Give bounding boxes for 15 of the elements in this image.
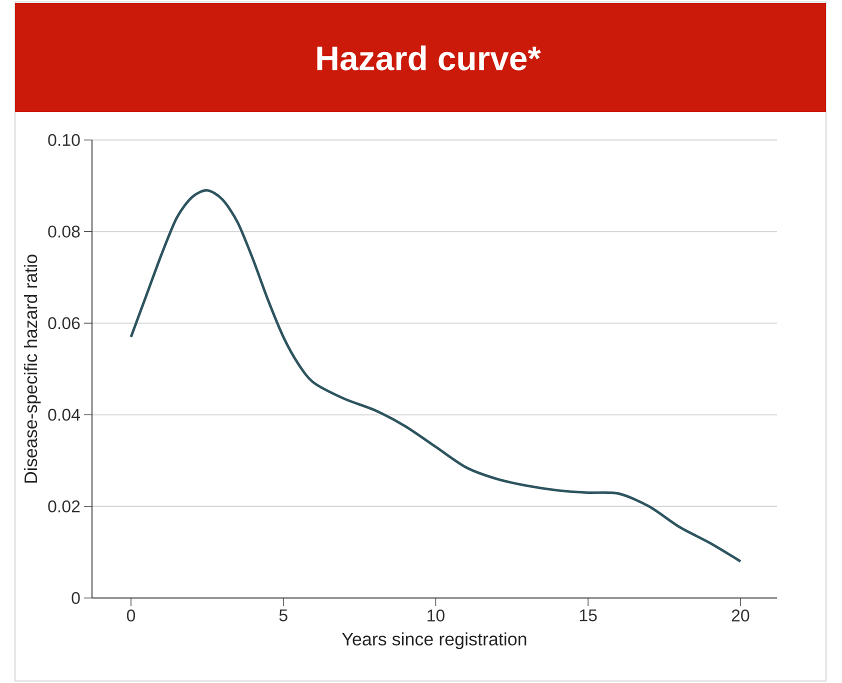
x-tick-label: 5: [279, 610, 288, 622]
x-tick-label: 15: [580, 610, 597, 622]
x-axis-title: Years since registration: [342, 632, 526, 650]
y-tick-label: 0: [72, 592, 80, 604]
chart-title: Hazard curve*: [317, 46, 541, 70]
line-series: [130, 189, 742, 563]
y-tick-label: 0.02: [48, 500, 80, 512]
x-tick-label: 20: [732, 610, 750, 622]
y-tick-label: 0.08: [48, 226, 80, 238]
y-tick-label: 0.06: [48, 317, 80, 330]
y-axis-title: Disease-specific hazard ratio: [24, 254, 41, 483]
x-tick-label: 0: [126, 610, 136, 622]
x-tick-label: 10: [428, 610, 444, 622]
y-tick-label: 0.04: [48, 408, 80, 421]
y-tick-label: 0.10: [48, 134, 80, 146]
